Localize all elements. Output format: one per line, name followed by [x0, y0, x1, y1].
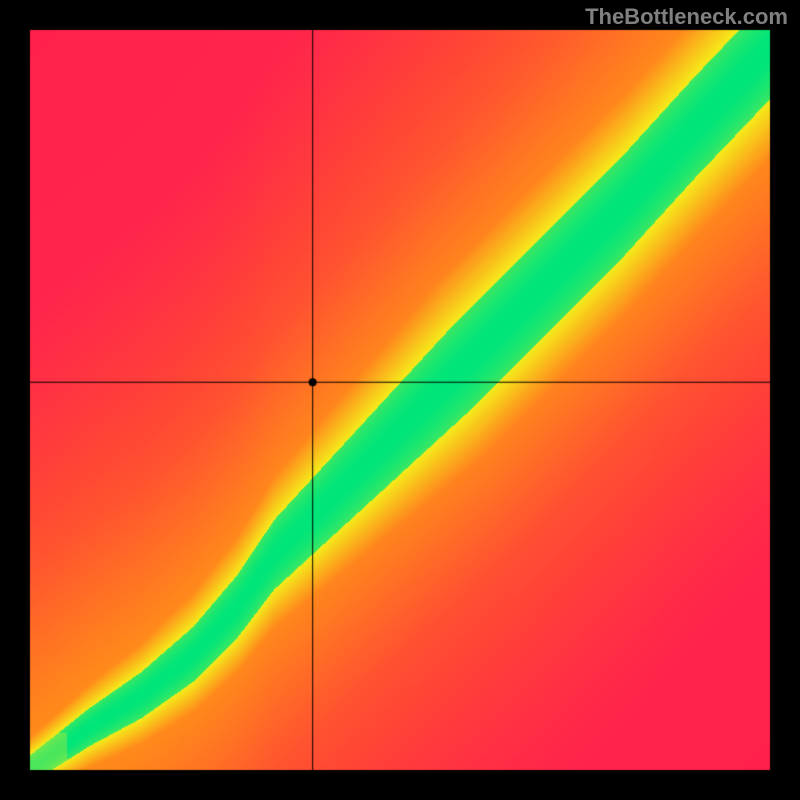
watermark-text: TheBottleneck.com — [585, 4, 788, 30]
chart-container: TheBottleneck.com — [0, 0, 800, 800]
bottleneck-heatmap-canvas — [0, 0, 800, 800]
